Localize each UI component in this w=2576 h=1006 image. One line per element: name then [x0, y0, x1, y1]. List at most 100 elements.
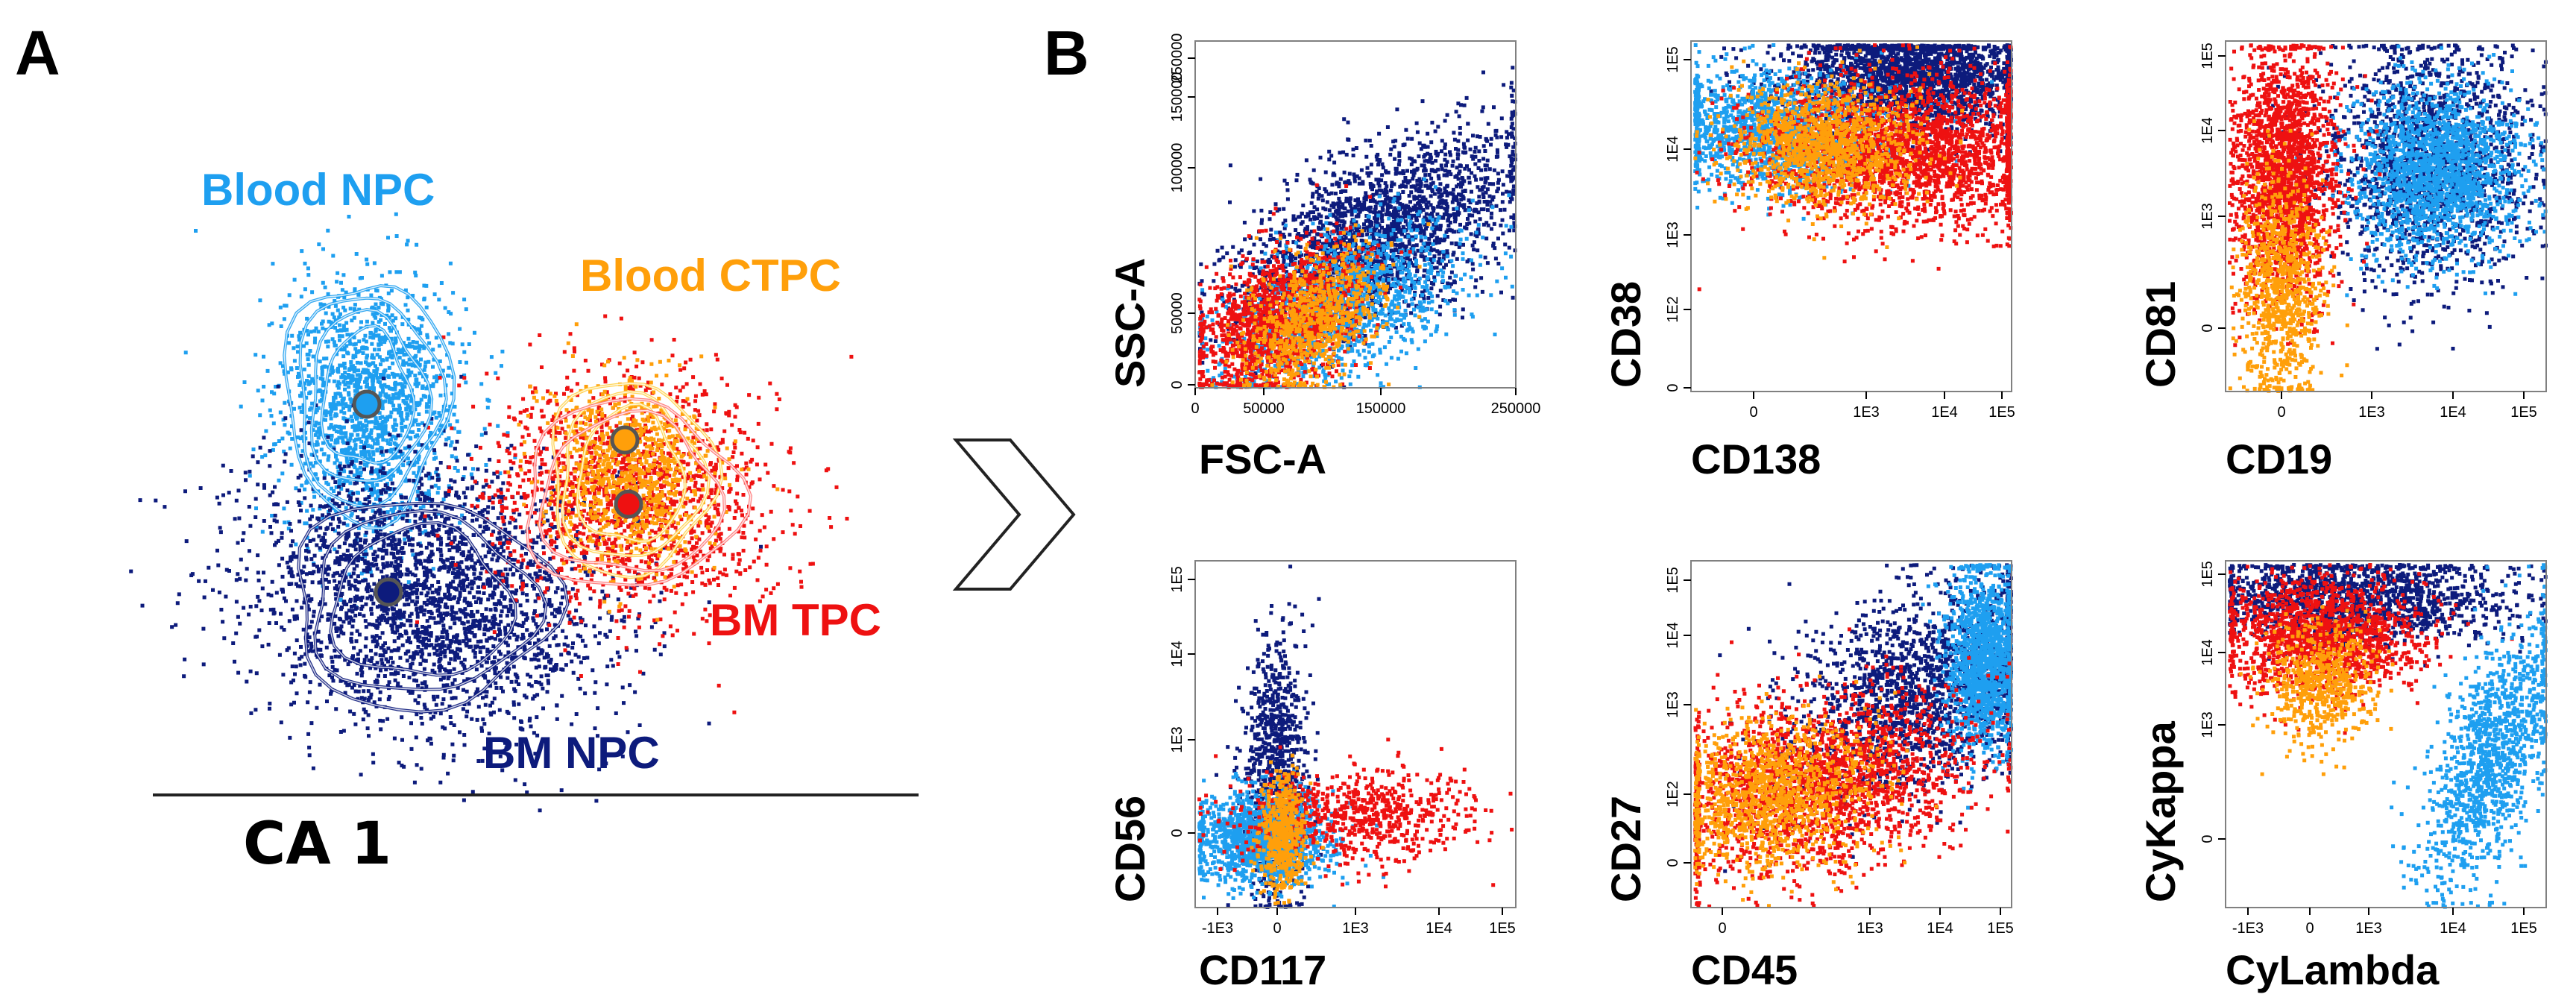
plot-cd138-cd38-x-tick-label-2: 1E4: [1931, 404, 1958, 421]
plot-fsc-ssc-y-tick-label-4: 250000: [1169, 34, 1185, 84]
contour-highlight-blood-ctpc-3: [552, 383, 723, 579]
plot-cd117-cd56-series-3-points: [1249, 753, 1325, 905]
plot-cd45-cd27-frame: [1690, 560, 2012, 908]
contour-highlight-blood-npc-2: [311, 309, 432, 482]
plot-cd45-cd27: 0 1E3 1E4 1E5 0 1E2 1E3 1E4 1E5 CD45 CD27: [1602, 560, 2014, 993]
plot-cylambda-cykappa-points: [2228, 563, 2548, 909]
panel-a-blood-npc-points: [183, 198, 517, 621]
contour-highlight-bm-tpc-1: [538, 409, 725, 571]
plot-cylambda-cykappa-xlabel: CyLambda: [2226, 946, 2440, 993]
plot-cylambda-cykappa-series-1-points: [2228, 563, 2514, 735]
plot-cd117-cd56-x-tick-label-3: 1E4: [1426, 920, 1452, 937]
plot-cd19-cd81-series-0-points: [2266, 43, 2548, 351]
panel-a-contour-plot: Blood NPC Blood CTPC BM TPC BM NPC CA 1: [129, 165, 919, 878]
plot-fsc-ssc-ylabel: SSC-A: [1106, 258, 1153, 388]
plot-fsc-ssc-x-tick-label-0: 0: [1191, 400, 1199, 417]
panel-a-bm-npc-points: [129, 374, 763, 813]
plot-cd45-cd27-x-tick-label-1: 1E3: [1857, 920, 1883, 937]
plot-fsc-ssc-series-0-points: [1197, 66, 1517, 389]
plot-cd138-cd38: 0 1E3 1E4 1E5 0 1E2 1E3 1E4 1E5 CD138 CD38: [1602, 40, 2015, 482]
plot-cd117-cd56-x-tick-label-0: -1E3: [1202, 920, 1233, 937]
plot-cd138-cd38-y-tick-label-4: 1E5: [1665, 46, 1681, 73]
plot-cd117-cd56-x-tick-label-1: 0: [1273, 920, 1281, 937]
plot-cd138-cd38-ylabel: CD38: [1602, 281, 1649, 388]
contour-highlight-blood-ctpc-2: [561, 391, 710, 556]
plot-fsc-ssc-points: [1197, 66, 1517, 389]
plot-cd138-cd38-x-tick-label-0: 0: [1749, 404, 1757, 421]
plot-cylambda-cykappa-x-tick-label-1: 0: [2305, 920, 2314, 937]
plot-fsc-ssc-x-tick-label-1: 50000: [1243, 400, 1285, 417]
plot-cylambda-cykappa-x-tick-label-2: 1E3: [2355, 920, 2382, 937]
plot-cd138-cd38-x-tick-label-1: 1E3: [1853, 404, 1880, 421]
panel-a-axis-title: CA 1: [243, 811, 391, 878]
median-marker-blood-ctpc: [610, 425, 640, 455]
panel-letter-b: B: [1044, 18, 1089, 88]
plot-cd138-cd38-frame: [1690, 40, 2012, 392]
plot-cd19-cd81-x-tick-label-1: 1E3: [2358, 404, 2385, 421]
contour-highlight-blood-npc-3: [299, 297, 447, 508]
plot-fsc-ssc-series-2-points: [1197, 183, 1412, 389]
plot-cd19-cd81-y-ticks: 0 1E3 1E4 1E5: [2199, 43, 2226, 333]
plot-cylambda-cykappa-series-2-points: [2238, 605, 2395, 776]
panel-a-blood-ctpc-points: [506, 322, 780, 622]
plot-fsc-ssc-x-tick-label-2: 150000: [1356, 400, 1406, 417]
plot-cylambda-cykappa-x-tick-label-4: 1E5: [2510, 920, 2537, 937]
plot-cd19-cd81-xlabel: CD19: [2226, 436, 2332, 482]
plot-cylambda-cykappa-y-tick-label-3: 1E5: [2199, 561, 2216, 588]
chevron-arrow-icon: [952, 438, 1076, 591]
plot-cd19-cd81-series-3-points: [2228, 119, 2349, 393]
plot-cd117-cd56-series-1-points: [1197, 769, 1385, 908]
contour-highlight-blood-npc-1: [321, 325, 415, 464]
contour-highlight-bm-tpc-2: [526, 397, 752, 586]
plot-cd138-cd38-y-ticks: 0 1E2 1E3 1E4 1E5: [1665, 46, 1691, 392]
plot-cd117-cd56-points: [1197, 565, 1514, 909]
plot-cd19-cd81-y-tick-label-2: 1E4: [2199, 117, 2216, 144]
plot-cd45-cd27-xlabel: CD45: [1691, 946, 1798, 993]
plot-cd19-cd81-x-tick-label-0: 0: [2277, 404, 2285, 421]
plot-cd117-cd56-y-tick-label-1: 1E3: [1169, 726, 1185, 753]
plot-cd19-cd81-ylabel: CD81: [2137, 281, 2184, 388]
median-marker-bm-tpc: [614, 489, 643, 519]
plot-cd117-cd56-x-ticks: -1E3 0 1E3 1E4 1E5: [1202, 908, 1516, 937]
panel-letter-a: A: [15, 18, 60, 88]
label-bm-tpc: BM TPC: [710, 595, 881, 645]
plot-cd117-cd56-x-tick-label-4: 1E5: [1489, 920, 1516, 937]
panel-a-contours: [283, 284, 753, 714]
plot-fsc-ssc-y-tick-label-3: 150000: [1169, 72, 1185, 122]
plot-cylambda-cykappa-x-tick-label-0: -1E3: [2232, 920, 2264, 937]
plot-cd19-cd81-y-tick-label-3: 1E5: [2199, 43, 2216, 69]
plot-cylambda-cykappa-y-tick-label-0: 0: [2199, 834, 2216, 843]
plot-cd19-cd81-x-tick-label-3: 1E5: [2510, 404, 2537, 421]
plot-fsc-ssc-y-tick-label-2: 100000: [1169, 143, 1185, 193]
contour-highlight-bm-npc-2: [314, 510, 547, 691]
plot-cylambda-cykappa-y-ticks: 0 1E3 1E4 1E5: [2199, 561, 2226, 843]
label-blood-npc: Blood NPC: [201, 165, 435, 215]
contour-highlight-bm-npc-3: [297, 502, 569, 713]
plot-cd19-cd81-y-tick-label-1: 1E3: [2199, 203, 2216, 230]
plot-fsc-ssc-series-3-points: [1210, 222, 1431, 389]
plot-cd19-cd81-points: [2228, 43, 2548, 393]
plot-cd19-cd81-series-1-points: [2294, 44, 2548, 298]
plot-cd117-cd56-xlabel: CD117: [1199, 946, 1326, 993]
plot-cd138-cd38-series-3-points: [1693, 45, 1965, 260]
plot-cd117-cd56: -1E3 0 1E3 1E4 1E5 0 1E3 1E4 1E5 CD117 CD56: [1106, 560, 1517, 993]
plot-cylambda-cykappa-y-tick-label-2: 1E4: [2199, 639, 2216, 666]
plot-cylambda-cykappa-series-3-points: [2390, 563, 2548, 909]
plot-fsc-ssc-x-tick-label-3: 250000: [1491, 400, 1541, 417]
plot-cd19-cd81-x-ticks: 0 1E3 1E4 1E5: [2277, 392, 2537, 421]
plot-cd45-cd27-x-tick-label-0: 0: [1718, 920, 1726, 937]
label-bm-npc: BM NPC: [483, 728, 660, 778]
panel-a-medians: [352, 389, 643, 607]
plot-cd138-cd38-y-tick-label-1: 1E2: [1665, 296, 1681, 323]
plot-cd45-cd27-y-tick-label-2: 1E3: [1665, 691, 1681, 718]
plot-cd117-cd56-y-tick-label-3: 1E5: [1169, 566, 1185, 593]
plot-cd45-cd27-points: [1693, 563, 2013, 908]
plot-cd138-cd38-y-tick-label-2: 1E3: [1665, 221, 1681, 248]
plot-fsc-ssc-xlabel: FSC-A: [1199, 436, 1326, 482]
plot-cd138-cd38-points: [1693, 43, 2013, 292]
label-blood-ctpc: Blood CTPC: [580, 251, 841, 301]
plot-cd45-cd27-y-tick-label-4: 1E5: [1665, 567, 1681, 594]
plot-cd138-cd38-y-tick-label-0: 0: [1665, 383, 1681, 392]
